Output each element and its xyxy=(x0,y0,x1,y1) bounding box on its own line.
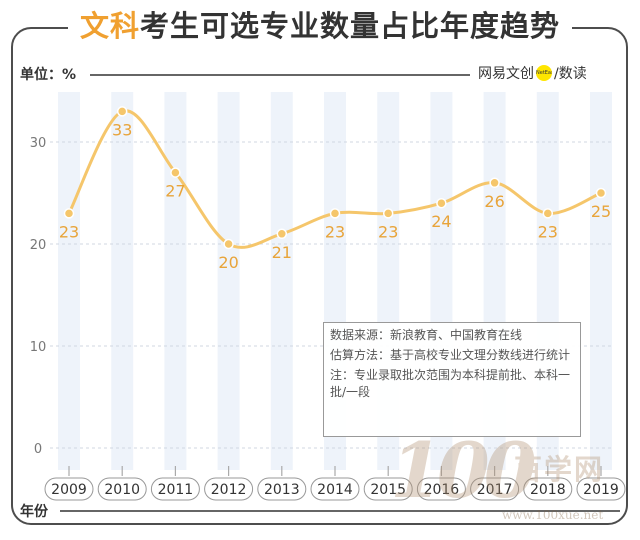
y-tick-label: 10 xyxy=(30,340,47,355)
x-tick-box xyxy=(416,477,466,501)
x-tick-box xyxy=(257,477,307,501)
chart-title: 文科考生可选专业数量占比年度趋势 xyxy=(0,6,640,46)
watermark-text: 百学网 xyxy=(514,453,605,486)
x-tick-box xyxy=(97,477,147,501)
header-divider xyxy=(90,74,470,76)
data-label: 23 xyxy=(538,222,558,241)
y-tick-label: 30 xyxy=(30,136,47,151)
x-tick-label: 2010 xyxy=(104,482,140,498)
column-stripe xyxy=(217,92,240,470)
note-source: 数据来源：新浪教育、中国教育在线 xyxy=(330,328,523,342)
data-label: 26 xyxy=(484,192,504,211)
data-label: 20 xyxy=(218,253,238,272)
data-label: 21 xyxy=(272,243,292,262)
data-label: 33 xyxy=(112,120,132,139)
watermark-number: 100 xyxy=(390,426,537,515)
data-label: 25 xyxy=(591,202,611,221)
y-tick-label: 20 xyxy=(30,238,47,253)
column-stripe xyxy=(164,92,187,470)
column-stripe xyxy=(590,92,612,470)
x-tick-box xyxy=(150,477,200,501)
x-tick-box xyxy=(44,477,94,501)
x-tick-label: 2018 xyxy=(530,482,566,498)
series-line xyxy=(67,109,603,249)
brand-dot-icon: NetEase xyxy=(536,65,552,81)
data-point xyxy=(542,208,554,219)
footer-divider xyxy=(60,510,620,512)
x-tick-label: 2014 xyxy=(317,482,353,498)
data-point xyxy=(223,238,234,250)
data-point xyxy=(170,167,181,178)
x-tick-label: 2015 xyxy=(370,482,406,498)
column-stripe xyxy=(270,92,293,470)
x-tick-label: 2011 xyxy=(158,482,194,498)
y-axis-unit: 单位：% xyxy=(20,67,77,83)
x-tick-label: 2012 xyxy=(211,482,247,498)
data-point xyxy=(63,208,75,219)
brand-left: 网易文创 xyxy=(478,66,534,82)
brand-right: /数读 xyxy=(554,66,587,82)
x-tick-box xyxy=(470,477,520,501)
data-point xyxy=(489,177,500,189)
watermark: 100 百学网 www.100xue.net xyxy=(384,426,634,530)
source-note: 数据来源：新浪教育、中国教育在线 估算方法：基于高校专业文理分数线进行统计 注：… xyxy=(323,322,581,437)
title-accent: 文科 xyxy=(79,9,140,43)
data-point xyxy=(436,197,447,209)
data-point xyxy=(382,208,394,219)
x-axis-title: 年份 xyxy=(20,504,48,520)
x-tick-box xyxy=(204,477,254,501)
data-label: 23 xyxy=(59,222,79,241)
note-remark: 注：专业录取批次范围为本科提前批、本科一批/一段 xyxy=(330,368,571,399)
x-tick-label: 2013 xyxy=(264,482,300,498)
data-label: 23 xyxy=(325,222,345,241)
x-tick-label: 2009 xyxy=(51,482,87,498)
data-label: 23 xyxy=(378,222,398,241)
x-tick-label: 2017 xyxy=(477,482,513,498)
data-label: 27 xyxy=(165,182,185,201)
x-tick-box xyxy=(363,477,413,501)
data-point xyxy=(329,208,341,219)
brand-logo: 网易文创 NetEase /数读 xyxy=(478,63,587,83)
x-tick-box xyxy=(310,477,360,501)
x-tick-box xyxy=(576,477,626,501)
title-rest: 考生可选专业数量占比年度趋势 xyxy=(140,9,561,43)
watermark-url: www.100xue.net xyxy=(502,508,604,522)
data-point xyxy=(116,106,128,117)
x-tick-box xyxy=(523,477,573,501)
x-tick-label: 2019 xyxy=(583,482,619,498)
column-stripe xyxy=(58,92,80,470)
y-tick-label: 0 xyxy=(34,442,42,457)
x-tick-label: 2016 xyxy=(424,482,460,498)
data-label: 24 xyxy=(431,212,451,231)
data-point xyxy=(595,187,607,199)
note-method: 估算方法：基于高校专业文理分数线进行统计 xyxy=(330,348,571,362)
column-stripe xyxy=(111,92,134,470)
data-point xyxy=(276,228,288,240)
